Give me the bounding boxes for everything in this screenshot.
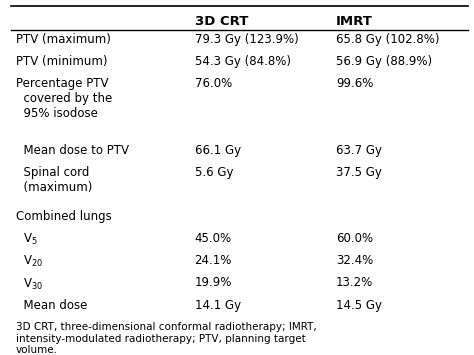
Text: PTV (maximum): PTV (maximum): [16, 33, 110, 46]
Text: 60.0%: 60.0%: [336, 232, 373, 245]
Text: Mean dose to PTV: Mean dose to PTV: [16, 144, 128, 157]
Text: 63.7 Gy: 63.7 Gy: [336, 144, 382, 157]
Text: 56.9 Gy (88.9%): 56.9 Gy (88.9%): [336, 55, 432, 68]
Text: 14.1 Gy: 14.1 Gy: [195, 299, 241, 312]
Text: 45.0%: 45.0%: [195, 232, 232, 245]
Text: V$_{5}$: V$_{5}$: [16, 232, 37, 247]
Text: 54.3 Gy (84.8%): 54.3 Gy (84.8%): [195, 55, 291, 68]
Text: 37.5 Gy: 37.5 Gy: [336, 166, 382, 179]
Text: PTV (minimum): PTV (minimum): [16, 55, 107, 68]
Text: 3D CRT: 3D CRT: [195, 15, 248, 28]
Text: Combined lungs: Combined lungs: [16, 210, 111, 223]
Text: 65.8 Gy (102.8%): 65.8 Gy (102.8%): [336, 33, 439, 46]
Text: V$_{20}$: V$_{20}$: [16, 254, 43, 269]
Text: Spinal cord
  (maximum): Spinal cord (maximum): [16, 166, 92, 194]
Text: Mean dose: Mean dose: [16, 299, 87, 312]
Text: Percentage PTV
  covered by the
  95% isodose: Percentage PTV covered by the 95% isodos…: [16, 77, 112, 120]
Text: V$_{30}$: V$_{30}$: [16, 277, 43, 291]
Text: 24.1%: 24.1%: [195, 254, 232, 267]
Text: 13.2%: 13.2%: [336, 277, 373, 289]
Text: 5.6 Gy: 5.6 Gy: [195, 166, 233, 179]
Text: IMRT: IMRT: [336, 15, 373, 28]
Text: 3D CRT, three-dimensional conformal radiotherapy; IMRT,
intensity-modulated radi: 3D CRT, three-dimensional conformal radi…: [16, 322, 316, 355]
Text: 66.1 Gy: 66.1 Gy: [195, 144, 241, 157]
Text: 99.6%: 99.6%: [336, 77, 374, 91]
Text: 32.4%: 32.4%: [336, 254, 373, 267]
Text: 79.3 Gy (123.9%): 79.3 Gy (123.9%): [195, 33, 298, 46]
Text: 14.5 Gy: 14.5 Gy: [336, 299, 382, 312]
Text: 76.0%: 76.0%: [195, 77, 232, 91]
Text: 19.9%: 19.9%: [195, 277, 232, 289]
